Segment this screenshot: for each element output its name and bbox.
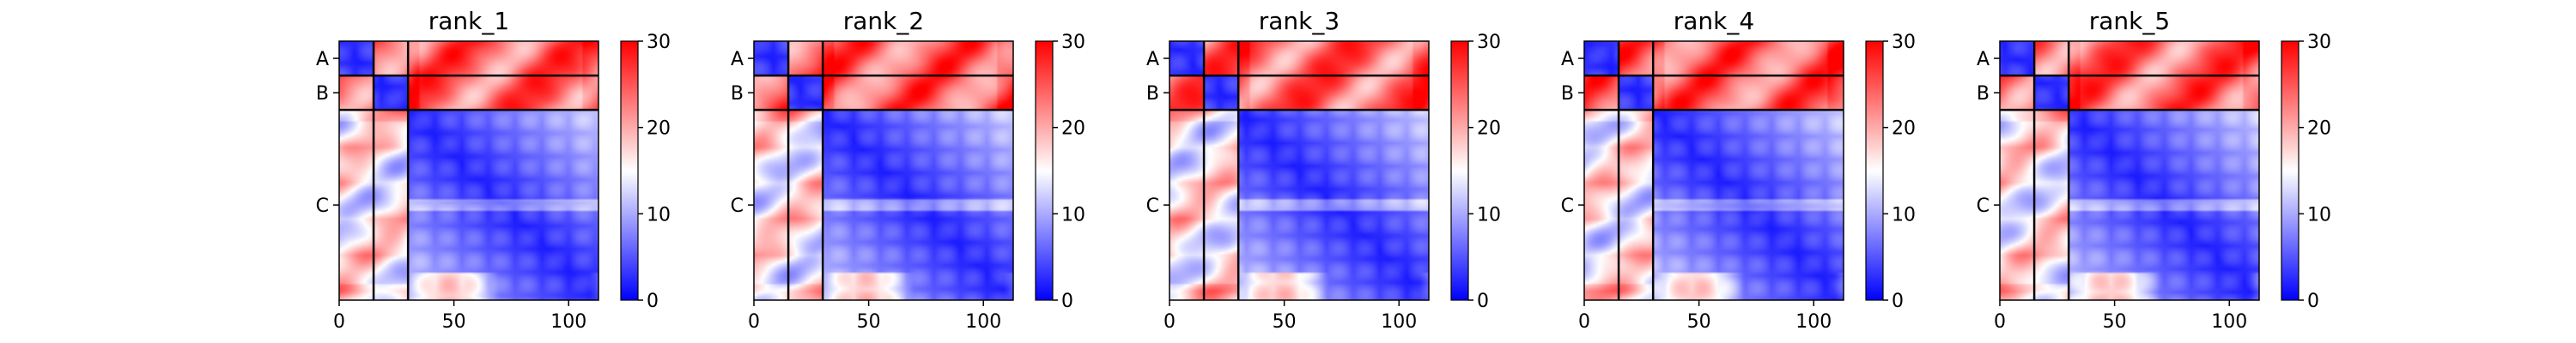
x-tick-label: 0	[748, 311, 760, 333]
y-tick-label-b: B	[1561, 83, 1574, 105]
colorbar-tick-label: 10	[1892, 204, 1916, 226]
colorbar-tick-label: 20	[1477, 118, 1501, 140]
colorbar-tick-label: 30	[1061, 32, 1085, 53]
colorbar-tick-label: 30	[647, 32, 671, 53]
colorbar-tick-label: 10	[1061, 204, 1085, 226]
y-tick-label-a: A	[731, 49, 744, 70]
y-tick-label-c: C	[1146, 196, 1159, 217]
panel-2: rank_2 0 50 100 AB C 0 10 20 30	[731, 7, 1085, 333]
x-tick-label: 100	[550, 311, 586, 333]
heatmap-image	[754, 41, 1013, 300]
panel-title: rank_2	[843, 7, 924, 35]
axes-frame	[1583, 40, 1844, 301]
x-tick-label: 50	[442, 311, 466, 333]
colorbar-tick-label: 30	[2307, 32, 2331, 53]
colorbar-tick-label: 20	[1061, 118, 1085, 140]
y-tick-label-b: B	[316, 83, 329, 105]
y-tick-label-c: C	[316, 196, 329, 217]
panel-title: rank_5	[2089, 7, 2170, 35]
colorbar-tick-label: 30	[1892, 32, 1916, 53]
x-tick-label: 50	[857, 311, 881, 333]
y-tick-label-c: C	[731, 196, 744, 217]
panel-3: rank_3 0 50 100 AB C 0 10 20 30	[1146, 7, 1501, 333]
panel-title: rank_4	[1674, 7, 1754, 35]
y-tick-label-a: A	[1561, 49, 1574, 70]
colorbar-tick-label: 0	[1892, 291, 1904, 312]
heatmap-image	[1170, 41, 1429, 300]
y-tick-label-b: B	[1146, 83, 1159, 105]
x-tick-label: 0	[333, 311, 345, 333]
axes-frame	[1999, 40, 2260, 301]
y-tick-label-c: C	[1561, 196, 1574, 217]
x-tick-label: 0	[1163, 311, 1176, 333]
colorbar-tick-label: 20	[2307, 118, 2331, 140]
panel-title: rank_3	[1259, 7, 1340, 35]
y-tick-label-a: A	[316, 49, 329, 70]
x-tick-label: 100	[965, 311, 1001, 333]
colorbar	[1035, 40, 1054, 301]
colorbar-tick-label: 30	[1477, 32, 1501, 53]
x-tick-label: 50	[1687, 311, 1711, 333]
panel-4: rank_4 0 50 100 AB C 0 10 20 30	[1561, 7, 1916, 333]
colorbar-tick-label: 0	[1061, 291, 1073, 312]
colorbar-tick-label: 10	[1477, 204, 1501, 226]
x-tick-label: 100	[2211, 311, 2247, 333]
y-tick-label-b: B	[1977, 83, 1990, 105]
colorbar-tick-label: 0	[1477, 291, 1489, 312]
y-tick-label-b: B	[731, 83, 744, 105]
colorbar	[620, 40, 639, 301]
colorbar-tick-label: 0	[647, 291, 659, 312]
x-tick-label: 50	[1273, 311, 1297, 333]
y-tick-label-a: A	[1146, 49, 1159, 70]
x-tick-label: 100	[1795, 311, 1832, 333]
colorbar	[1865, 40, 1884, 301]
panel-title: rank_1	[428, 7, 509, 35]
y-tick-label-c: C	[1977, 196, 1990, 217]
panel-1: rank_1 0 50 100 AB C 0 10 20 30	[316, 7, 671, 333]
colorbar-tick-label: 20	[1892, 118, 1916, 140]
heatmap-image	[2000, 41, 2259, 300]
colorbar-tick-label: 10	[2307, 204, 2331, 226]
colorbar-tick-label: 10	[647, 204, 671, 226]
x-tick-label: 0	[1578, 311, 1590, 333]
panel-5: rank_5 0 50 100 AB C 0 10 20 30	[1977, 7, 2331, 333]
colorbar	[1450, 40, 1469, 301]
colorbar-tick-label: 20	[647, 118, 671, 140]
colorbar	[2281, 40, 2300, 301]
x-tick-label: 0	[1994, 311, 2006, 333]
heatmap-image	[1584, 41, 1844, 300]
x-tick-label: 100	[1381, 311, 1417, 333]
x-tick-label: 50	[2103, 311, 2127, 333]
axes-frame	[753, 40, 1014, 301]
heatmap-image	[339, 41, 598, 300]
axes-frame	[338, 40, 599, 301]
colorbar-tick-label: 0	[2307, 291, 2319, 312]
axes-frame	[1169, 40, 1430, 301]
y-tick-label-a: A	[1977, 49, 1990, 70]
